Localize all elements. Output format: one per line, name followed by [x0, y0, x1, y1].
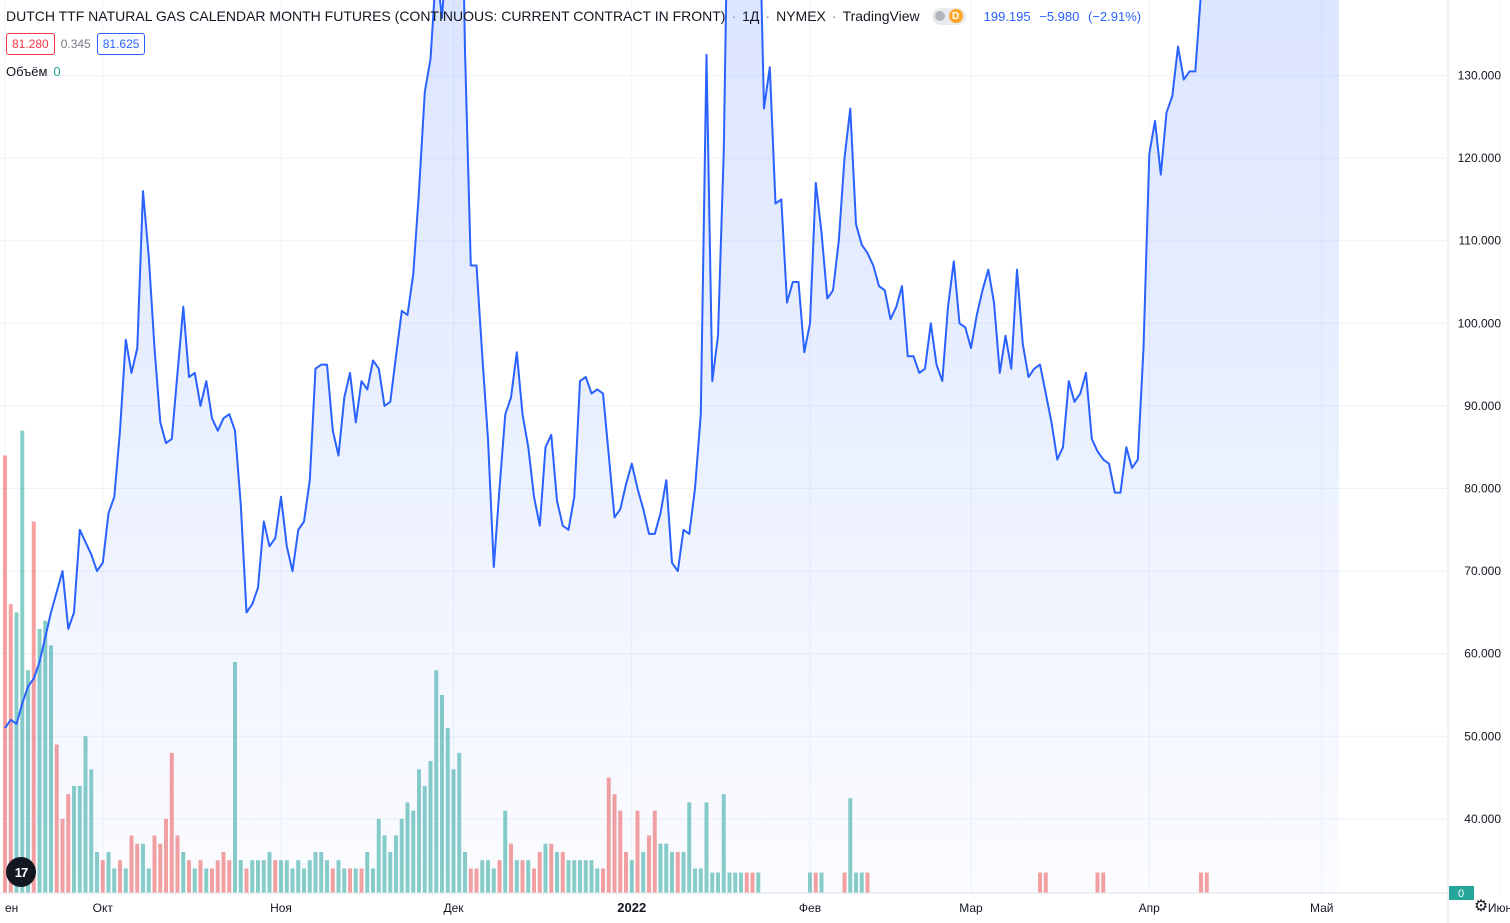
time-tick-label: Апр	[1139, 901, 1161, 915]
time-tick-label: Дек	[443, 901, 464, 915]
delayed-data-icon: D	[948, 9, 963, 23]
buy-button[interactable]: 81.625	[96, 33, 146, 55]
price-tick-label: 50.000	[1464, 729, 1501, 743]
last-quote: 199.195 −5.980 (−2.91%)	[984, 9, 1147, 24]
time-tick-label: ен	[5, 901, 18, 915]
bid-ask-row: 81.280 0.345 81.625	[6, 33, 146, 55]
separator-dot: ·	[765, 8, 771, 24]
separator-dot: ·	[731, 8, 737, 24]
price-tick-label: 60.000	[1464, 647, 1501, 661]
price-tick-label: 90.000	[1464, 399, 1501, 413]
price-area	[5, 0, 1339, 893]
status-dot-icon	[934, 11, 945, 21]
time-axis[interactable]: енОктНояДек2022ФевМарАпрМайИюнИюлАвг	[0, 892, 1510, 915]
volume-bar	[20, 430, 25, 893]
separator-dot: ·	[831, 8, 837, 24]
time-tick-label: Мар	[959, 901, 983, 915]
volume-label: Объём	[6, 64, 48, 79]
market-status-badge[interactable]: D	[931, 7, 966, 25]
time-tick-label: Май	[1310, 901, 1334, 915]
volume-legend[interactable]: Объём 0	[6, 64, 61, 79]
time-tick-label: 2022	[617, 900, 646, 915]
price-tick-label: 80.000	[1464, 482, 1501, 496]
price-axis[interactable]: 240.000230.000220.000210.000190.000180.0…	[1447, 0, 1506, 923]
price-change: −5.980	[1039, 8, 1080, 24]
time-tick-label: Окт	[93, 901, 114, 915]
price-tick-label: 110.000	[1459, 234, 1502, 248]
price-tick-label: 120.000	[1458, 151, 1502, 165]
price-tick-label: 70.000	[1464, 564, 1501, 578]
sell-button[interactable]: 81.280	[6, 33, 55, 55]
price-tick-label: 100.000	[1458, 316, 1502, 330]
symbol-title[interactable]: DUTCH TTF NATURAL GAS CALENDAR MONTH FUT…	[6, 8, 726, 24]
exchange-label: NYMEX	[776, 8, 826, 24]
last-price: 199.195	[983, 8, 1031, 24]
time-tick-label: Июн	[1488, 901, 1510, 915]
volume-scale-label: 0	[1458, 888, 1464, 900]
volume-bar	[3, 455, 7, 893]
volume-scale-tag	[1449, 886, 1474, 900]
volume-value: 0	[53, 64, 61, 79]
tradingview-logo-icon[interactable]: 17	[6, 857, 36, 887]
price-tick-label: 130.000	[1458, 69, 1502, 83]
time-tick-label: Фев	[799, 901, 821, 915]
chart-legend-header: DUTCH TTF NATURAL GAS CALENDAR MONTH FUT…	[6, 6, 1146, 26]
gear-icon[interactable]: ⚙	[1473, 898, 1489, 915]
time-tick-label: Ноя	[270, 901, 292, 915]
price-tick-label: 40.000	[1464, 812, 1501, 826]
price-line	[4, 0, 1202, 729]
source-label: TradingView	[842, 8, 920, 24]
spread-value: 0.345	[60, 37, 91, 51]
price-change-percent: (−2.91%)	[1087, 8, 1142, 24]
interval-label[interactable]: 1Д	[742, 8, 760, 24]
